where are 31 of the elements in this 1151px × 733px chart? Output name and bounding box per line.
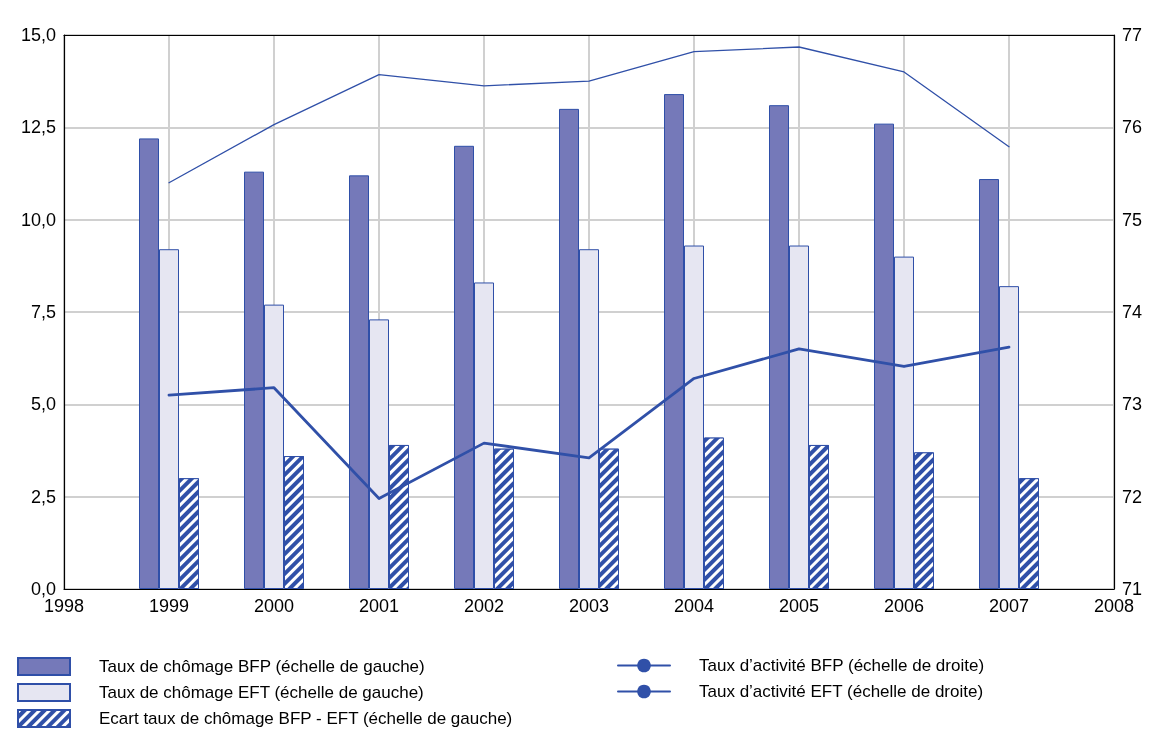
legend-label: Ecart taux de chômage BFP - EFT (échelle de gauche) <box>99 709 513 728</box>
x-tick-label: 2005 <box>778 596 820 616</box>
x-tick-label: 2003 <box>568 596 610 616</box>
y-tick-label: 12,5 <box>20 117 56 138</box>
x-tick-label: 2008 <box>1093 596 1135 616</box>
y2-tick-label: 72 <box>1122 486 1143 507</box>
x-tick-label: 2001 <box>358 596 400 616</box>
y2-tick-label: 77 <box>1122 25 1143 45</box>
y2-tick-label: 71 <box>1122 579 1143 599</box>
legend-label: Taux de chômage BFP (échelle de gauche) <box>99 657 425 676</box>
y-tick-label: 15,0 <box>20 25 56 45</box>
y-tick-label: 0,0 <box>30 579 56 599</box>
y2-tick-label: 75 <box>1122 209 1143 230</box>
x-tick-label: 2006 <box>883 596 925 616</box>
line-series <box>168 46 1010 184</box>
y-tick-label: 2,5 <box>30 486 56 507</box>
x-tick-label: 2007 <box>988 596 1030 616</box>
legend-label: Taux de chômage EFT (échelle de gauche) <box>99 683 424 702</box>
y-tick-label: 7,5 <box>30 302 56 322</box>
y-tick-label: 5,0 <box>30 394 56 415</box>
x-tick-label: 2002 <box>463 596 505 616</box>
x-tick-label: 1999 <box>148 596 190 616</box>
y2-tick-label: 74 <box>1122 302 1143 322</box>
legend-label: Taux d’activité EFT (échelle de droite) <box>699 682 984 701</box>
x-tick-label: 2000 <box>253 596 295 616</box>
y2-tick-label: 76 <box>1122 117 1143 138</box>
y-tick-label: 10,0 <box>20 209 56 230</box>
legend-label: Taux d’activité BFP (échelle de droite) <box>699 656 985 675</box>
x-tick-label: 2004 <box>673 596 715 616</box>
y2-tick-label: 73 <box>1122 394 1143 415</box>
x-tick-label: 1998 <box>43 596 85 616</box>
